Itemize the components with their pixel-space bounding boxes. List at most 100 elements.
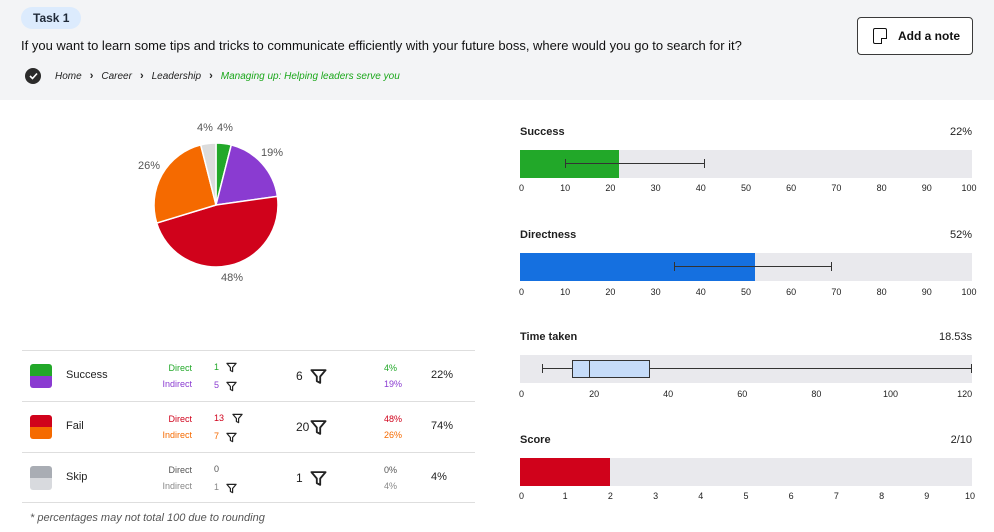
axis-tick: 60 bbox=[786, 183, 797, 193]
pie-label-direct-fail: 48% bbox=[221, 272, 244, 284]
axis-tick: 0 bbox=[518, 183, 525, 193]
directness-title: Directness bbox=[520, 229, 577, 241]
success-bar bbox=[520, 150, 620, 178]
rounding-footnote: * percentages may not total 100 due to r… bbox=[30, 512, 265, 524]
indirect-percent: 4% bbox=[384, 481, 398, 491]
filter-icon[interactable] bbox=[310, 419, 327, 441]
indirect-label: Indirect bbox=[162, 379, 192, 389]
axis-tick: 50 bbox=[740, 287, 752, 297]
directness-value: 52% bbox=[949, 229, 972, 241]
direct-count: 1 bbox=[214, 362, 220, 372]
success-confidence-interval bbox=[565, 159, 706, 168]
axis-tick: 90 bbox=[921, 287, 932, 297]
time-title: Time taken bbox=[520, 331, 578, 343]
results-pie-chart: 4% 4% 19% 26% 48% bbox=[120, 112, 320, 292]
time-median-line bbox=[588, 360, 590, 378]
outcome-swatch bbox=[30, 364, 52, 388]
outcome-percent: 74% bbox=[431, 420, 454, 432]
axis-tick: 10 bbox=[560, 287, 571, 297]
axis-tick: 60 bbox=[737, 389, 748, 399]
filter-icon[interactable] bbox=[226, 430, 237, 448]
outcome-percent: 22% bbox=[431, 369, 454, 381]
outcome-name: Success bbox=[66, 369, 108, 381]
filter-icon[interactable] bbox=[226, 481, 237, 499]
results-table: Success Direct Indirect 1 5 6 4% 19% 22%… bbox=[22, 350, 475, 503]
axis-tick: 1 bbox=[562, 491, 568, 501]
pie-label-indirect-fail: 26% bbox=[138, 160, 161, 172]
chevron-right-icon: › bbox=[209, 70, 213, 82]
directness-confidence-interval bbox=[673, 262, 833, 271]
indirect-label: Indirect bbox=[162, 481, 192, 491]
direct-label: Direct bbox=[168, 465, 192, 475]
axis-tick: 0 bbox=[518, 389, 525, 399]
direct-count: 0 bbox=[214, 464, 220, 474]
filter-icon[interactable] bbox=[310, 368, 327, 390]
axis-tick: 100 bbox=[882, 389, 898, 399]
pie-svg bbox=[153, 142, 279, 268]
task-header: Task 1 If you want to learn some tips an… bbox=[0, 0, 994, 100]
breadcrumb: Home › Career › Leadership › Managing up… bbox=[25, 67, 400, 85]
axis-tick: 4 bbox=[698, 491, 704, 501]
axis-tick: 7 bbox=[833, 491, 839, 501]
breadcrumb-leadership[interactable]: Leadership bbox=[151, 70, 202, 82]
time-interquartile-box bbox=[571, 360, 650, 378]
axis-tick: 70 bbox=[831, 287, 842, 297]
axis-tick: 20 bbox=[605, 287, 616, 297]
success-axis: 0 10 20 30 40 50 60 70 80 90 100 bbox=[518, 183, 977, 195]
score-title: Score bbox=[520, 434, 551, 446]
task-label: Task 1 bbox=[21, 7, 82, 29]
score-value: 2/10 bbox=[950, 434, 972, 446]
success-title: Success bbox=[520, 126, 565, 138]
score-track bbox=[520, 458, 972, 486]
pie-slice-indirect-fail bbox=[153, 143, 217, 224]
outcome-swatch bbox=[30, 466, 52, 490]
axis-tick: 100 bbox=[961, 287, 977, 297]
breadcrumb-destination[interactable]: Managing up: Helping leaders serve you bbox=[220, 70, 400, 82]
axis-tick: 20 bbox=[589, 389, 600, 399]
filter-icon[interactable] bbox=[226, 360, 237, 378]
filter-icon[interactable] bbox=[232, 411, 243, 429]
direct-count: 13 bbox=[214, 413, 225, 423]
axis-tick: 3 bbox=[653, 491, 659, 501]
axis-tick: 100 bbox=[961, 183, 977, 193]
results-row: Fail Direct Indirect 13 7 20 48% 26% 74% bbox=[22, 401, 475, 452]
axis-tick: 30 bbox=[650, 183, 661, 193]
score-bar bbox=[520, 458, 611, 486]
pie-slice-skip bbox=[199, 142, 217, 206]
time-range-whisker bbox=[542, 364, 972, 373]
pie-label-skip: 4% bbox=[217, 122, 233, 134]
axis-tick: 40 bbox=[695, 287, 706, 297]
breadcrumb-career[interactable]: Career bbox=[101, 70, 132, 82]
outcome-total: 1 bbox=[296, 471, 303, 485]
results-row: Skip Direct Indirect 0 1 1 0% 4% 4% bbox=[22, 452, 475, 503]
pie-label-indirect-success: 19% bbox=[261, 147, 284, 159]
indirect-count: 7 bbox=[214, 431, 220, 441]
axis-tick: 0 bbox=[518, 287, 525, 297]
direct-label: Direct bbox=[168, 363, 192, 373]
add-note-button[interactable]: Add a note bbox=[857, 17, 973, 55]
pie-label-direct-success: 4% bbox=[197, 122, 213, 134]
axis-tick: 30 bbox=[650, 287, 661, 297]
direct-percent: 4% bbox=[384, 363, 398, 373]
task-question: If you want to learn some tips and trick… bbox=[21, 38, 742, 53]
axis-tick: 9 bbox=[924, 491, 930, 501]
axis-tick: 10 bbox=[560, 183, 571, 193]
time-track bbox=[520, 355, 972, 383]
axis-tick: 80 bbox=[876, 183, 887, 193]
indirect-count: 1 bbox=[214, 482, 220, 492]
filter-icon[interactable] bbox=[226, 379, 237, 397]
outcome-name: Skip bbox=[66, 471, 88, 483]
axis-tick: 70 bbox=[831, 183, 842, 193]
axis-tick: 80 bbox=[811, 389, 822, 399]
axis-tick: 8 bbox=[879, 491, 885, 501]
filter-icon[interactable] bbox=[310, 470, 327, 492]
chevron-right-icon: › bbox=[89, 70, 94, 82]
direct-label: Direct bbox=[168, 414, 192, 424]
time-value: 18.53s bbox=[938, 331, 972, 343]
success-value: 22% bbox=[949, 126, 972, 138]
pie-slice-indirect-success bbox=[214, 143, 279, 206]
axis-tick: 50 bbox=[740, 183, 752, 193]
success-track bbox=[520, 150, 972, 178]
outcome-name: Fail bbox=[66, 420, 84, 432]
breadcrumb-home[interactable]: Home bbox=[55, 70, 82, 82]
